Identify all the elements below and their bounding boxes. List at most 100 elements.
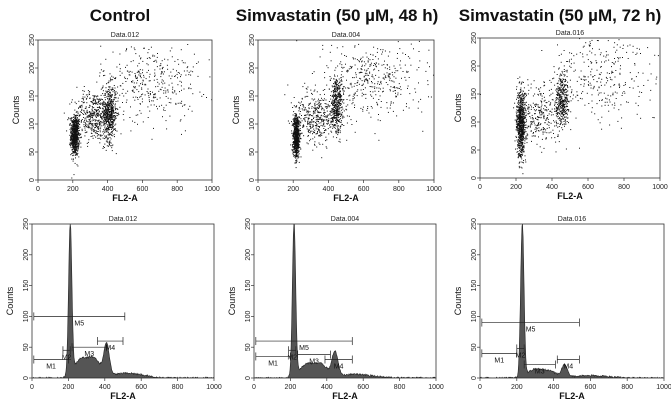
column-title-simvastatin-72h: Simvastatin (50 µM, 72 h)	[458, 6, 662, 25]
data-point	[103, 75, 104, 77]
data-point	[71, 158, 73, 160]
data-point	[310, 102, 311, 104]
data-point	[150, 46, 152, 48]
data-point	[104, 130, 106, 132]
data-point	[520, 151, 521, 153]
data-point	[97, 107, 99, 108]
data-point	[108, 98, 110, 100]
data-point	[317, 111, 319, 113]
data-point	[71, 101, 73, 103]
data-point	[337, 127, 339, 129]
data-point	[105, 58, 107, 60]
data-point	[190, 88, 192, 90]
data-point	[79, 124, 81, 125]
data-point	[75, 117, 77, 119]
data-point	[77, 131, 79, 133]
data-point	[518, 92, 520, 94]
data-point	[540, 93, 542, 95]
data-point	[72, 128, 74, 130]
data-point	[521, 116, 523, 118]
data-point	[111, 108, 113, 110]
data-point	[74, 124, 76, 126]
data-point	[108, 103, 110, 105]
data-point	[104, 111, 106, 113]
data-point	[409, 57, 411, 59]
data-point	[334, 104, 336, 106]
data-point	[172, 68, 174, 70]
data-point	[392, 87, 394, 88]
data-point	[73, 154, 75, 156]
data-point	[144, 84, 146, 86]
data-point	[89, 94, 90, 95]
data-point	[520, 101, 522, 102]
data-point	[99, 106, 100, 108]
data-point	[107, 101, 108, 103]
data-point	[103, 133, 105, 135]
data-point	[75, 154, 77, 155]
data-point	[519, 76, 521, 78]
data-point	[72, 122, 73, 124]
data-point	[332, 101, 334, 103]
data-point	[108, 116, 110, 118]
data-point	[73, 146, 75, 148]
data-point	[538, 130, 540, 132]
data-point	[109, 127, 111, 128]
data-point	[164, 58, 166, 60]
data-point	[104, 94, 106, 96]
data-point	[78, 143, 80, 145]
data-point	[101, 118, 103, 120]
data-point	[523, 144, 525, 146]
data-point	[358, 72, 360, 74]
data-point	[187, 44, 189, 45]
data-point	[295, 148, 297, 150]
data-point	[109, 102, 111, 104]
data-point	[94, 124, 96, 126]
data-point	[78, 127, 80, 129]
data-point	[330, 91, 332, 93]
data-point	[129, 70, 131, 72]
data-point	[376, 101, 378, 103]
data-point	[516, 98, 517, 100]
data-point	[335, 85, 337, 87]
data-point	[319, 118, 321, 120]
data-point	[77, 123, 79, 125]
data-point	[520, 136, 522, 138]
data-point	[334, 117, 336, 119]
data-point	[531, 140, 532, 142]
data-point	[75, 128, 77, 130]
y-tick-label: 150	[249, 90, 256, 102]
data-point	[535, 87, 537, 89]
data-point	[148, 95, 150, 97]
data-point	[100, 113, 102, 115]
data-point	[133, 47, 135, 49]
data-point	[523, 90, 524, 92]
data-point	[524, 106, 526, 108]
data-point	[336, 129, 338, 131]
data-point	[521, 103, 523, 105]
data-point	[339, 114, 341, 116]
data-point	[106, 140, 108, 142]
data-point	[552, 92, 554, 94]
data-point	[522, 136, 524, 137]
data-point	[334, 95, 336, 97]
data-point	[531, 135, 533, 137]
data-point	[541, 110, 543, 112]
data-point	[73, 134, 74, 136]
data-point	[99, 107, 101, 109]
data-point	[74, 121, 76, 123]
data-point	[520, 126, 522, 128]
data-point	[386, 68, 388, 70]
data-point	[107, 128, 109, 130]
data-point	[110, 142, 112, 144]
data-point	[382, 91, 383, 93]
data-point	[546, 132, 548, 134]
data-point	[520, 121, 522, 123]
data-point	[518, 109, 519, 111]
data-point	[324, 130, 326, 131]
data-point	[151, 138, 153, 140]
data-point	[525, 137, 527, 138]
data-point	[330, 98, 332, 100]
data-point	[115, 129, 117, 131]
data-point	[287, 120, 289, 122]
data-point	[301, 104, 303, 105]
